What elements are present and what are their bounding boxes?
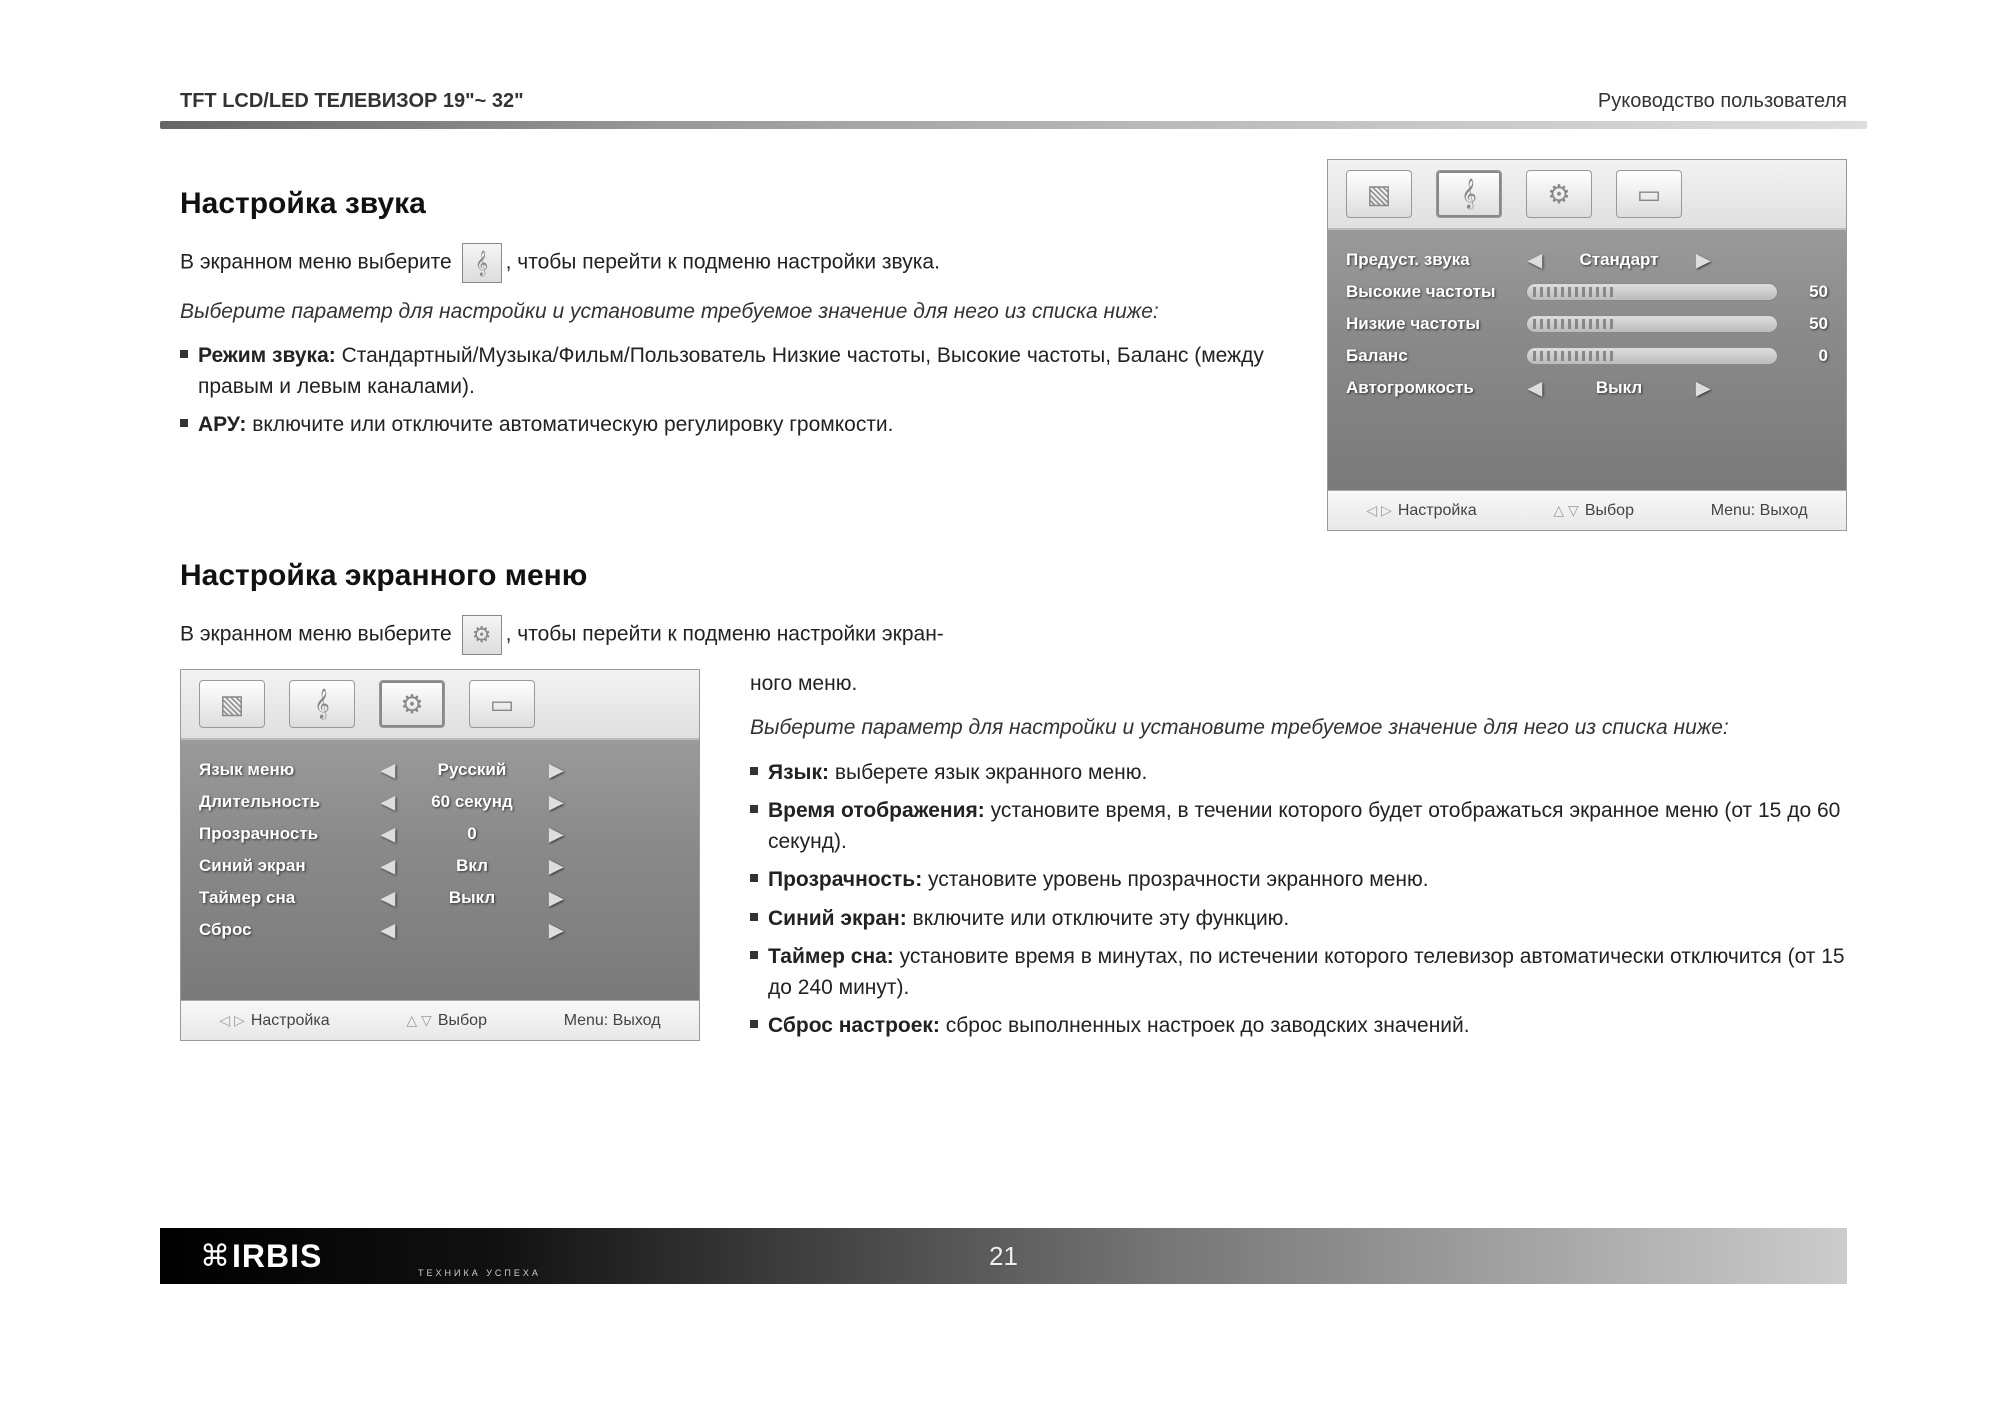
menu-select-prompt: Выберите параметр для настройки и устано… — [750, 713, 1847, 743]
arrow-right-icon[interactable]: ▶ — [547, 920, 565, 941]
picture-tab-icon[interactable]: ▧ — [1346, 170, 1412, 218]
osd-row-label: Язык меню — [199, 760, 369, 780]
bullet-sound-mode: Режим звука: Стандартный/Музыка/Фильм/По… — [180, 341, 1267, 402]
arrow-right-icon[interactable]: ▶ — [547, 888, 565, 909]
arrow-left-icon[interactable]: ◀ — [379, 888, 397, 909]
slider-track[interactable] — [1526, 283, 1778, 301]
setup-tab-icon[interactable]: ⚙ — [1526, 170, 1592, 218]
bullet-item: Прозрачность: установите уровень прозрач… — [750, 865, 1847, 895]
osd-row[interactable]: Прозрачность ◀ 0 ▶ — [199, 818, 681, 850]
sound-intro: В экранном меню выберите 𝄞, чтобы перейт… — [180, 243, 1267, 283]
osd-row-label: Автогромкость — [1346, 378, 1516, 398]
osd-row[interactable]: Сброс ◀ ▶ — [199, 914, 681, 946]
footer-exit: Menu: Выход — [1711, 502, 1808, 520]
osd-row-label: Прозрачность — [199, 824, 369, 844]
osd-row-label: Сброс — [199, 920, 369, 940]
header-divider — [160, 121, 1867, 129]
brand-tagline: ТЕХНИКА УСПЕХА — [418, 1268, 541, 1278]
osd-row-label: Низкие частоты — [1346, 314, 1516, 334]
music-note-icon: 𝄞 — [462, 243, 502, 283]
slider-track[interactable] — [1526, 347, 1778, 365]
slider-value: 50 — [1788, 314, 1828, 334]
arrow-right-icon[interactable]: ▶ — [547, 856, 565, 877]
sound-tab-icon[interactable]: 𝄞 — [289, 680, 355, 728]
osd-value: Выкл — [407, 888, 537, 908]
arrow-left-icon[interactable]: ◀ — [379, 856, 397, 877]
sound-select-prompt: Выберите параметр для настройки и устано… — [180, 297, 1267, 327]
channel-tab-icon[interactable]: ▭ — [1616, 170, 1682, 218]
osd-row[interactable]: Баланс 0 — [1346, 340, 1828, 372]
arrow-left-icon[interactable]: ◀ — [1526, 250, 1544, 271]
osd-value: Русский — [407, 760, 537, 780]
arrow-right-icon[interactable]: ▶ — [547, 792, 565, 813]
bullet-item: Время отображения: установите время, в т… — [750, 796, 1847, 857]
page-number: 21 — [989, 1241, 1018, 1272]
osd-row-label: Предуст. звука — [1346, 250, 1516, 270]
footer-adjust: ◁ ▷Настройка — [1366, 502, 1476, 520]
footer-select: △ ▽Выбор — [1553, 502, 1634, 520]
osd-row-label: Баланс — [1346, 346, 1516, 366]
menu-intro: В экранном меню выберите ⚙, чтобы перейт… — [180, 615, 1847, 655]
arrow-left-icon[interactable]: ◀ — [379, 792, 397, 813]
sound-tab-icon[interactable]: 𝄞 — [1436, 170, 1502, 218]
osd-row[interactable]: Таймер сна ◀ Выкл ▶ — [199, 882, 681, 914]
menu-heading: Настройка экранного меню — [180, 559, 1847, 593]
osd-value: Стандарт — [1554, 250, 1684, 270]
menu-intro-cont: ного меню. — [750, 669, 1847, 699]
osd-row[interactable]: Предуст. звука ◀ Стандарт ▶ — [1346, 244, 1828, 276]
gear-icon: ⚙ — [462, 615, 502, 655]
bullet-item: Язык: выберете язык экранного меню. — [750, 758, 1847, 788]
osd-row[interactable]: Длительность ◀ 60 секунд ▶ — [199, 786, 681, 818]
header-right: Руководство пользователя — [1598, 90, 1847, 113]
brand-name: IRBIS — [232, 1238, 322, 1275]
slider-value: 50 — [1788, 282, 1828, 302]
arrow-left-icon[interactable]: ◀ — [379, 760, 397, 781]
osd-value: 60 секунд — [407, 792, 537, 812]
header-left: TFT LCD/LED ТЕЛЕВИЗОР 19"~ 32" — [180, 90, 524, 113]
osd-value: 0 — [407, 824, 537, 844]
osd-sound-panel: ▧ 𝄞 ⚙ ▭ Предуст. звука ◀ Стандарт ▶ Высокие … — [1327, 159, 1847, 531]
osd-row[interactable]: Высокие частоты 50 — [1346, 276, 1828, 308]
osd-value: Выкл — [1554, 378, 1684, 398]
sound-heading: Настройка звука — [180, 187, 1267, 221]
slider-track[interactable] — [1526, 315, 1778, 333]
arrow-right-icon[interactable]: ▶ — [1694, 378, 1712, 399]
footer-adjust: ◁ ▷Настройка — [219, 1012, 329, 1030]
bullet-agc: АРУ: включите или отключите автоматическ… — [180, 410, 1267, 440]
osd-menu-panel: ▧ 𝄞 ⚙ ▭ Язык меню ◀ Русский ▶ Длительность ◀ 6… — [180, 669, 700, 1041]
slider-value: 0 — [1788, 346, 1828, 366]
osd-value: Вкл — [407, 856, 537, 876]
logo-swirl-icon: ⌘ — [200, 1239, 226, 1274]
arrow-right-icon[interactable]: ▶ — [547, 824, 565, 845]
osd-row[interactable]: Низкие частоты 50 — [1346, 308, 1828, 340]
arrow-right-icon[interactable]: ▶ — [547, 760, 565, 781]
osd-row[interactable]: Язык меню ◀ Русский ▶ — [199, 754, 681, 786]
footer-exit: Menu: Выход — [564, 1012, 661, 1030]
arrow-left-icon[interactable]: ◀ — [1526, 378, 1544, 399]
bullet-item: Сброс настроек: сброс выполненных настро… — [750, 1011, 1847, 1041]
osd-row-label: Синий экран — [199, 856, 369, 876]
bullet-item: Таймер сна: установите время в минутах, … — [750, 942, 1847, 1003]
setup-tab-icon[interactable]: ⚙ — [379, 680, 445, 728]
osd-row[interactable]: Автогромкость ◀ Выкл ▶ — [1346, 372, 1828, 404]
osd-row-label: Высокие частоты — [1346, 282, 1516, 302]
footer-select: △ ▽Выбор — [406, 1012, 487, 1030]
osd-row-label: Таймер сна — [199, 888, 369, 908]
picture-tab-icon[interactable]: ▧ — [199, 680, 265, 728]
osd-row[interactable]: Синий экран ◀ Вкл ▶ — [199, 850, 681, 882]
arrow-right-icon[interactable]: ▶ — [1694, 250, 1712, 271]
osd-row-label: Длительность — [199, 792, 369, 812]
arrow-left-icon[interactable]: ◀ — [379, 824, 397, 845]
page-footer: ⌘ IRBIS ТЕХНИКА УСПЕХА 21 — [160, 1228, 1847, 1284]
arrow-left-icon[interactable]: ◀ — [379, 920, 397, 941]
bullet-item: Синий экран: включите или отключите эту … — [750, 904, 1847, 934]
channel-tab-icon[interactable]: ▭ — [469, 680, 535, 728]
